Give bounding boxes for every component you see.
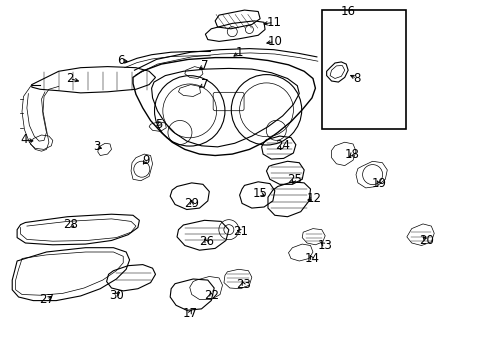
Text: 21: 21 <box>233 225 247 238</box>
Text: 29: 29 <box>184 197 199 210</box>
Text: 8: 8 <box>352 72 360 85</box>
Text: 28: 28 <box>63 219 78 231</box>
Text: 7: 7 <box>200 59 208 72</box>
Text: 9: 9 <box>142 154 149 167</box>
Text: 4: 4 <box>20 133 28 146</box>
Text: 5: 5 <box>155 118 163 131</box>
Text: 2: 2 <box>65 72 73 85</box>
Text: 30: 30 <box>109 289 123 302</box>
Text: 20: 20 <box>418 234 433 247</box>
Text: 18: 18 <box>344 148 359 161</box>
Text: 16: 16 <box>340 5 355 18</box>
Text: 7: 7 <box>200 78 208 91</box>
Text: 14: 14 <box>304 252 319 265</box>
Text: 17: 17 <box>182 307 197 320</box>
Bar <box>321 10 405 129</box>
Text: 24: 24 <box>275 139 289 152</box>
Text: 12: 12 <box>306 192 321 205</box>
Text: 10: 10 <box>267 35 282 48</box>
Text: 11: 11 <box>266 16 281 29</box>
Text: 15: 15 <box>252 187 267 200</box>
Text: 13: 13 <box>317 239 332 252</box>
Text: 27: 27 <box>39 293 54 306</box>
Text: 6: 6 <box>117 54 125 67</box>
Text: 26: 26 <box>199 235 213 248</box>
Text: 3: 3 <box>93 140 101 153</box>
Text: 25: 25 <box>286 173 301 186</box>
Text: 22: 22 <box>203 289 218 302</box>
Text: 1: 1 <box>235 46 243 59</box>
Text: 23: 23 <box>236 278 250 291</box>
Text: 19: 19 <box>371 177 386 190</box>
